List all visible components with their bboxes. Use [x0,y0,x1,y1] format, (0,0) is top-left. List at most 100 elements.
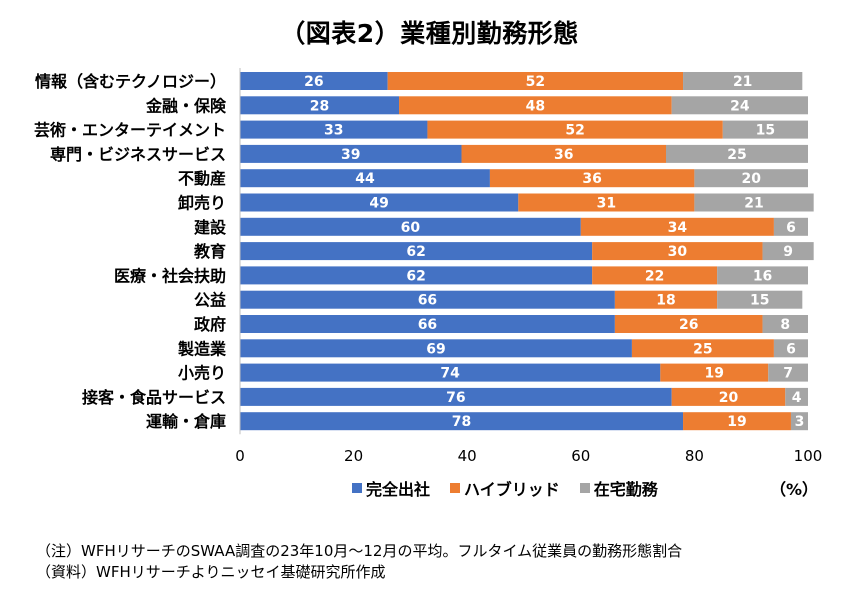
data-label: 18 [656,293,675,309]
x-tick-label: 0 [235,447,245,465]
bar-segment [240,412,684,431]
bar-segment [694,169,808,188]
category-label: 建設 [194,218,227,237]
bar-segment [671,387,786,406]
data-label: 21 [733,74,752,90]
data-label: 52 [565,123,584,139]
legend-label-remote: 在宅勤務 [593,480,658,499]
data-label: 25 [693,341,712,357]
bar-segment [387,72,684,90]
category-label: 製造業 [177,339,227,358]
category-label: 接客・食品サービス [82,388,226,407]
data-label: 22 [645,268,664,284]
category-label: 情報（含むテクノロジー） [35,72,226,91]
bar-segment [683,412,791,431]
bar-segment [240,193,519,212]
bar-segment [671,96,808,115]
data-label: 19 [705,366,724,382]
bar-segment [240,315,615,333]
category-label: 専門・ビジネスサービス [50,145,226,164]
footnote-source: （資料）WFHリサーチよりニッセイ基礎研究所作成 [36,563,386,581]
data-label: 49 [369,196,388,212]
bar-segment [631,339,774,358]
data-label: 15 [756,123,775,139]
bar-segment [773,339,808,358]
bar-segment [785,387,808,406]
data-label: 39 [341,147,360,163]
footnote-note: （注）WFHリサーチのSWAA調査の23年10月～12月の平均。フルタイム従業員… [36,542,683,560]
data-label: 15 [750,293,769,309]
category-label: 小売り [178,364,226,383]
bar-segment [717,290,803,309]
footnotes: （注）WFHリサーチのSWAA調査の23年10月～12月の平均。フルタイム従業員… [36,541,682,583]
data-label: 16 [753,268,772,284]
x-tick-label: 60 [571,447,590,465]
bar-segment [762,315,808,333]
bar-segment [694,193,814,212]
data-label: 60 [401,220,421,236]
data-label: 30 [668,244,688,260]
x-tick-label: 100 [794,447,823,465]
legend-label-full-office: 完全出社 [366,480,431,499]
category-label: 芸術・エンターテイメント [34,121,226,140]
data-label: 3 [795,414,805,430]
data-label: 26 [679,317,698,333]
category-label: 教育 [194,242,226,261]
bar-segment [399,96,672,115]
data-label: 52 [526,74,545,90]
bar-segment [240,266,593,285]
data-label: 28 [310,98,329,114]
unit-label: （%） [770,480,819,499]
legend: 完全出社 ハイブリッド 在宅勤務 [352,476,678,500]
bar-segment [768,363,808,382]
bar-segment [717,266,808,285]
bar-segment [240,96,400,115]
data-label: 9 [783,244,793,260]
chart-title: （図表2）業種別勤務形態 [280,19,579,48]
bar-segment [240,144,462,163]
bar-segment [240,363,661,382]
bar-segment [240,387,672,406]
bar-segment [762,242,814,261]
legend-label-hybrid: ハイブリッド [464,480,560,499]
bar-segment [240,217,581,236]
category-label: 運輸・倉庫 [146,412,226,431]
bar-segment [722,120,808,139]
x-tick-label: 80 [685,447,704,465]
data-label: 36 [554,147,573,163]
data-label: 62 [406,268,425,284]
bar-segment [666,144,808,163]
bar-segment [790,412,808,431]
data-label: 8 [780,317,790,333]
legend-item-hybrid: ハイブリッド [450,476,560,500]
data-label: 74 [440,366,460,382]
bar-segment [240,120,428,139]
category-label: 不動産 [178,169,226,188]
bar-segment [427,120,723,139]
bar-segment [240,242,593,261]
data-label: 36 [582,171,601,187]
bar-segment [592,266,718,285]
legend-item-remote: 在宅勤務 [579,476,658,500]
data-label: 78 [452,414,471,430]
bar-segment [614,315,763,333]
data-label: 66 [418,293,437,309]
bar-segment [240,169,490,188]
data-label: 48 [526,98,545,114]
bar-segment [660,363,769,382]
data-label: 69 [426,341,445,357]
bar-segment [489,169,695,188]
data-label: 25 [727,147,746,163]
data-label: 66 [418,317,437,333]
bar-segment [580,217,774,236]
category-label: 医療・社会扶助 [114,266,226,285]
bar-segment [240,290,615,309]
legend-swatch-hybrid [450,483,461,493]
data-label: 33 [324,123,343,139]
data-label: 19 [727,414,746,430]
x-tick-label: 40 [458,447,477,465]
data-label: 21 [744,196,763,212]
category-label: 金融・保険 [145,96,227,115]
bar-segment [773,217,808,236]
